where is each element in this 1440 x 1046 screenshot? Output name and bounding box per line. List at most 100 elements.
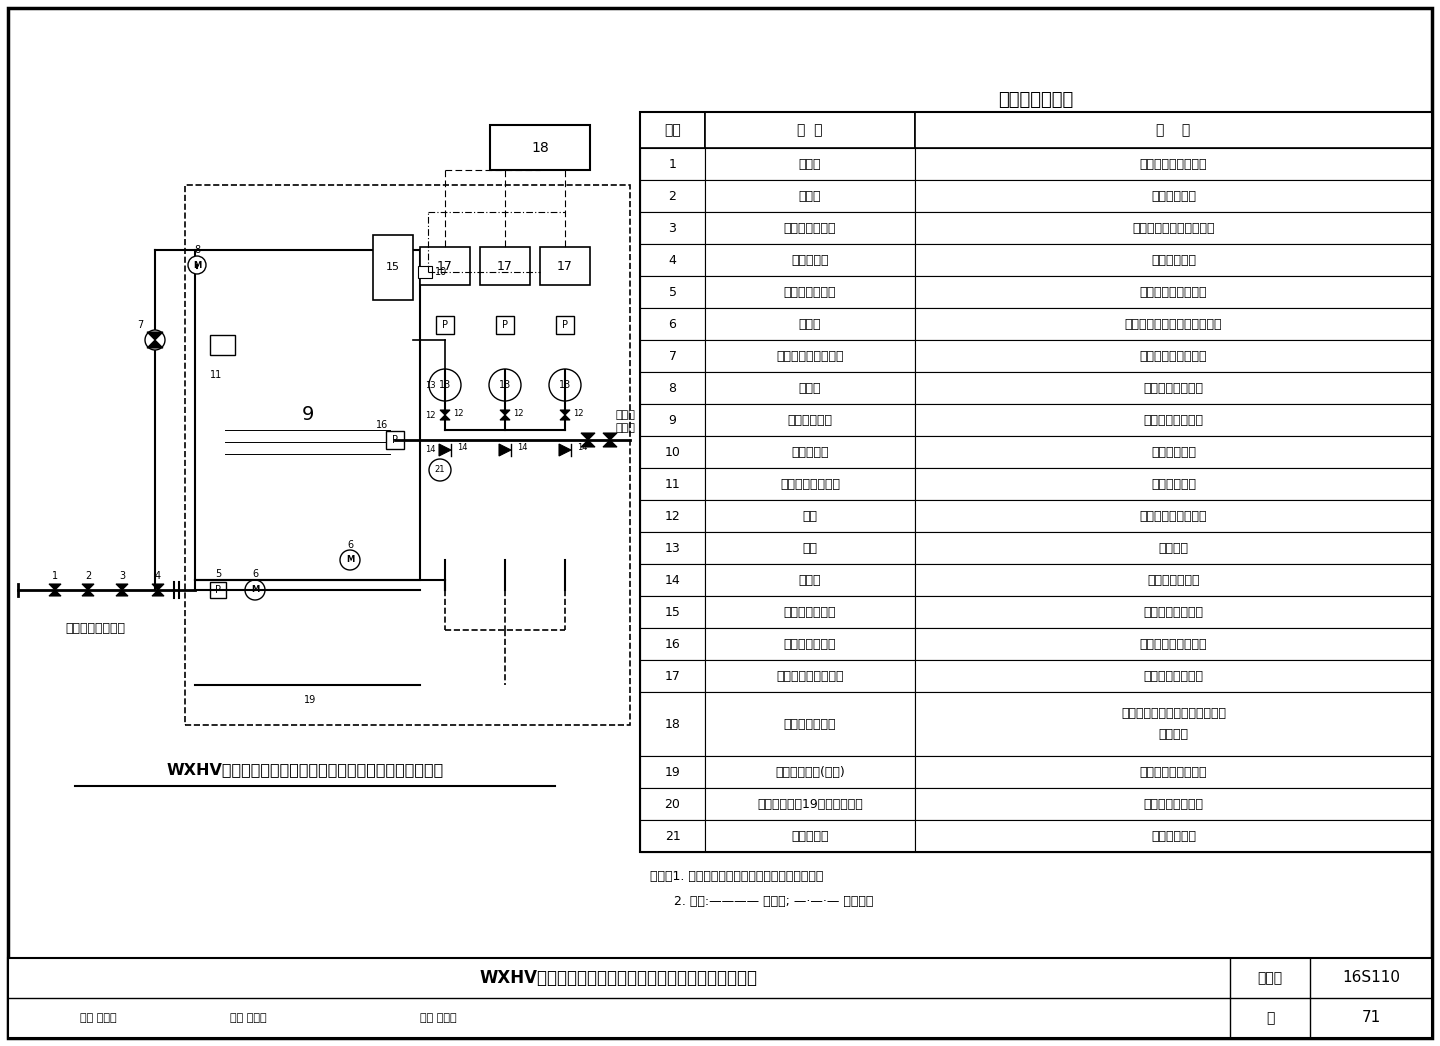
Text: WXHV系列全变频箱式叠压供水设备基本组成及控制原理: WXHV系列全变频箱式叠压供水设备基本组成及控制原理 [480, 969, 757, 987]
Text: 14: 14 [517, 444, 527, 453]
Bar [639, 404, 706, 436]
Text: 增压供水: 增压供水 [1159, 542, 1188, 554]
Text: 隔振、便于管路拆卸检修: 隔振、便于管路拆卸检修 [1132, 222, 1215, 234]
Bar [639, 500, 706, 532]
Text: 设计 陈加兵: 设计 陈加兵 [420, 1013, 456, 1023]
Text: 运行参数: 运行参数 [1159, 728, 1188, 742]
Polygon shape [559, 444, 572, 456]
Text: 页: 页 [1266, 1011, 1274, 1025]
Text: 13: 13 [439, 380, 451, 390]
Text: 14: 14 [456, 444, 468, 453]
Bar [194, 250, 420, 579]
Text: 防止回流污染: 防止回流污染 [1151, 253, 1197, 267]
Text: 水泵: 水泵 [802, 542, 818, 554]
Text: 14: 14 [665, 573, 680, 587]
Text: 12: 12 [665, 509, 680, 523]
Bar [639, 244, 706, 276]
Bar [386, 431, 405, 449]
Polygon shape [441, 415, 449, 420]
Text: 倒流防止器: 倒流防止器 [791, 253, 829, 267]
Text: 液位传感器: 液位传感器 [791, 446, 829, 458]
Text: 3: 3 [120, 571, 125, 581]
Text: M: M [193, 260, 202, 270]
Text: 16S110: 16S110 [1342, 971, 1400, 985]
Text: M: M [251, 586, 259, 594]
Text: 遥控水箱自动补水: 遥控水箱自动补水 [1143, 382, 1204, 394]
Circle shape [145, 329, 166, 350]
Bar [210, 582, 226, 598]
Circle shape [245, 579, 265, 600]
Text: 出水压力传感器: 出水压力传感器 [783, 637, 837, 651]
Bar [914, 436, 1431, 468]
Bar [639, 180, 706, 212]
Text: 设备主要部件表: 设备主要部件表 [998, 91, 1074, 109]
Text: 10: 10 [435, 267, 448, 277]
Polygon shape [153, 590, 164, 596]
Text: 13: 13 [665, 542, 680, 554]
Bar [914, 628, 1431, 660]
Text: 3: 3 [668, 222, 677, 234]
Text: 19: 19 [665, 766, 680, 778]
Bar [914, 532, 1431, 564]
Text: 检测水箱液位: 检测水箱液位 [1151, 446, 1197, 458]
Bar [706, 468, 914, 500]
Text: 21: 21 [435, 465, 445, 475]
Bar [706, 436, 914, 468]
Text: WXHV系列全变频箱式叠压供水设备基本组成及控制原理图: WXHV系列全变频箱式叠压供水设备基本组成及控制原理图 [167, 763, 444, 777]
Bar [418, 266, 432, 278]
Text: 校对 尹忠珍: 校对 尹忠珍 [230, 1013, 266, 1023]
Text: 2: 2 [85, 571, 91, 581]
Bar [706, 564, 914, 596]
Text: 17: 17 [557, 259, 573, 273]
Text: 17: 17 [665, 669, 681, 682]
Text: 14: 14 [577, 444, 588, 453]
Bar [706, 500, 914, 532]
Bar [540, 247, 590, 285]
Text: 供连接消毒装置用: 供连接消毒装置用 [1143, 797, 1204, 811]
Bar [706, 628, 914, 660]
Text: 6: 6 [668, 318, 677, 331]
Text: 吸水稳流罐: 吸水稳流罐 [791, 829, 829, 842]
Bar [914, 468, 1431, 500]
Circle shape [429, 369, 461, 401]
Text: 进水压力传感器: 进水压力传感器 [783, 286, 837, 298]
Bar [420, 247, 469, 285]
Text: 12: 12 [454, 409, 464, 417]
Text: 检测设备进水管压力: 检测设备进水管压力 [1139, 286, 1207, 298]
Bar [639, 564, 706, 596]
Polygon shape [49, 590, 60, 596]
Bar [914, 276, 1431, 308]
Bar [914, 564, 1431, 596]
Circle shape [189, 256, 206, 274]
Bar [706, 308, 914, 340]
Bar [639, 596, 706, 628]
Polygon shape [580, 440, 595, 447]
Polygon shape [117, 584, 128, 590]
Bar [706, 756, 914, 788]
Text: 用    途: 用 途 [1156, 123, 1191, 137]
Bar [639, 372, 706, 404]
Bar [914, 372, 1431, 404]
Text: 12: 12 [573, 409, 583, 417]
Text: 6: 6 [252, 569, 258, 579]
Bar [184, 185, 631, 725]
Text: P: P [503, 320, 508, 329]
Text: 审核 罗定元: 审核 罗定元 [81, 1013, 117, 1023]
Polygon shape [560, 410, 570, 415]
Text: 21: 21 [665, 829, 680, 842]
Text: 过滤管网进水: 过滤管网进水 [1151, 189, 1197, 203]
Text: 稳定水泵吸水: 稳定水泵吸水 [1151, 829, 1197, 842]
Text: 储存高峰时段用水: 储存高峰时段用水 [1143, 413, 1204, 427]
Text: 13: 13 [498, 380, 511, 390]
Text: 7: 7 [668, 349, 677, 363]
Text: 6: 6 [347, 540, 353, 550]
Text: 不锈钢储水箱: 不锈钢储水箱 [788, 413, 832, 427]
Bar [639, 660, 706, 692]
Polygon shape [439, 444, 451, 456]
Text: 数字集成变频控制器: 数字集成变频控制器 [776, 669, 844, 682]
Text: 17: 17 [497, 259, 513, 273]
Text: 8: 8 [194, 245, 200, 255]
Polygon shape [117, 590, 128, 596]
Bar [706, 820, 914, 852]
Text: 控制水泵变频运行: 控制水泵变频运行 [1143, 669, 1204, 682]
